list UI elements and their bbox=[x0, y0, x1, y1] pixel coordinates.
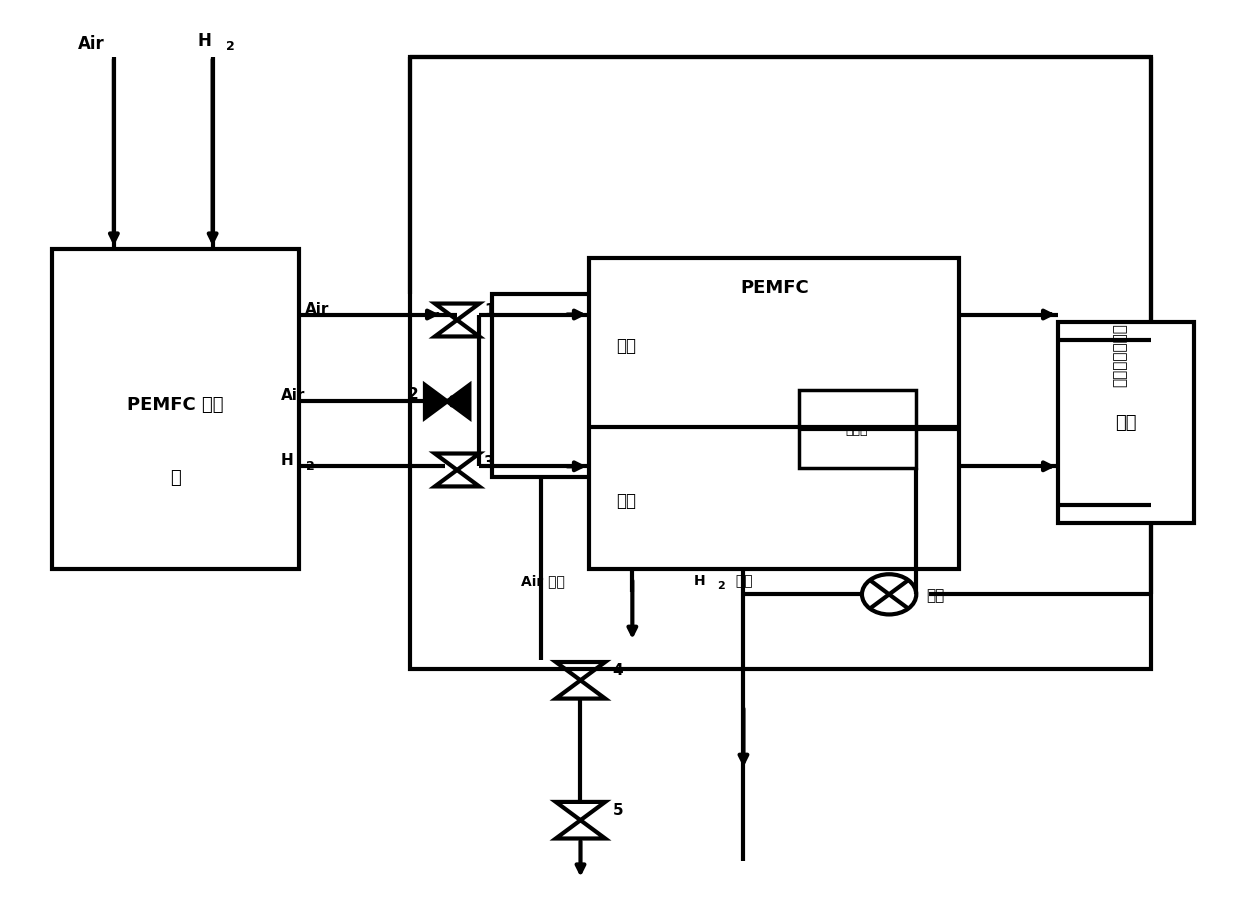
Text: Air: Air bbox=[78, 35, 105, 53]
Text: 5: 5 bbox=[613, 802, 624, 817]
Text: 阴极: 阴极 bbox=[616, 336, 636, 355]
Bar bbox=[491, 295, 590, 478]
Text: 2: 2 bbox=[306, 460, 315, 472]
Bar bbox=[1058, 323, 1194, 524]
Text: 循环水: 循环水 bbox=[846, 424, 868, 437]
Text: 1: 1 bbox=[484, 302, 495, 317]
Text: 水泵: 水泵 bbox=[926, 587, 945, 602]
Text: 2: 2 bbox=[226, 40, 234, 53]
Bar bbox=[799, 391, 916, 469]
Text: 台: 台 bbox=[170, 469, 181, 487]
Text: 阳极: 阳极 bbox=[616, 492, 636, 510]
Text: 负载: 负载 bbox=[1115, 414, 1137, 432]
Text: 2: 2 bbox=[718, 581, 725, 591]
Text: Air: Air bbox=[280, 388, 305, 403]
Text: Air 尾排: Air 尾排 bbox=[521, 573, 565, 587]
Bar bbox=[52, 249, 299, 569]
Text: PEMFC: PEMFC bbox=[740, 278, 808, 297]
Polygon shape bbox=[448, 385, 470, 418]
Text: 3: 3 bbox=[484, 455, 495, 470]
Text: Air: Air bbox=[305, 301, 330, 316]
Text: 高压低温试验箱: 高压低温试验箱 bbox=[1112, 323, 1127, 386]
Polygon shape bbox=[425, 385, 448, 418]
Text: H: H bbox=[198, 32, 212, 51]
Text: H: H bbox=[280, 453, 294, 468]
Text: 尾排: 尾排 bbox=[732, 573, 753, 587]
Text: PEMFC 评价: PEMFC 评价 bbox=[128, 396, 224, 414]
Text: 4: 4 bbox=[613, 662, 624, 677]
Bar bbox=[589, 258, 960, 569]
Text: H: H bbox=[694, 573, 706, 587]
Text: 2: 2 bbox=[408, 386, 419, 402]
Bar bbox=[410, 58, 1151, 670]
